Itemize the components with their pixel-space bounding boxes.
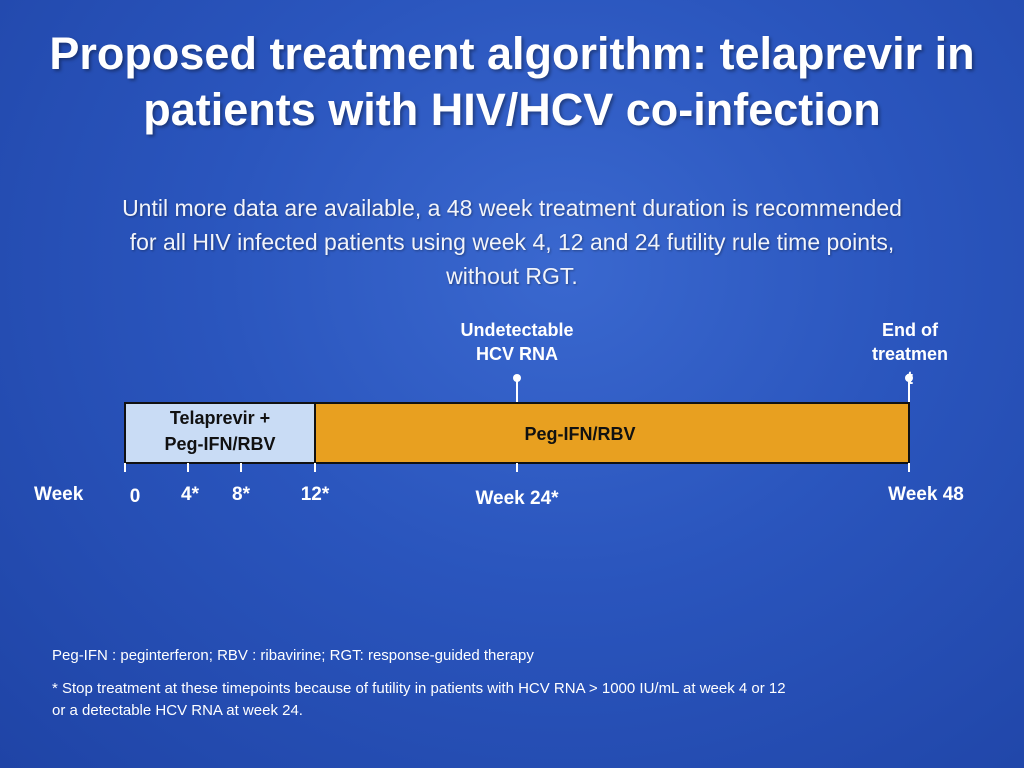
telaprevir-phase-label-line-2: Peg-IFN/RBV [164,434,275,454]
tick-label-12: 12* [301,484,330,505]
subtitle-line-3: without RGT. [446,263,578,289]
pegifn-phase-label: Peg-IFN/RBV [524,424,635,444]
tick-label-48: Week 48 [888,484,964,505]
undetectable-label-line-1: Undetectable [460,320,573,340]
undetectable-label-line-2: HCV RNA [476,344,558,364]
end-of-treatment-label-line-2: treatmen [872,344,948,364]
title-line-2: patients with HIV/HCV co-infection [143,84,881,135]
week-48-marker-dot [905,374,913,382]
end-of-treatment-label-line-1: End of [882,320,939,340]
abbreviations-footnote: Peg-IFN : peginterferon; RBV : ribavirin… [52,647,534,664]
subtitle-line-2: for all HIV infected patients using week… [129,229,895,255]
pegifn-phase-bar [314,402,910,464]
subtitle-line-1: Until more data are available, a 48 week… [122,195,902,221]
week-24-marker-dot [513,374,521,382]
tick-label-4: 4* [181,484,200,505]
slide-subtitle: Until more data are available, a 48 week… [40,191,984,293]
slide-title: Proposed treatment algorithm: telaprevir… [20,26,1004,138]
tick-label-24: Week 24* [475,488,559,509]
tick-label-0: 0 [130,486,141,507]
telaprevir-phase-label-line-1: Telaprevir + [170,408,270,428]
tick-label-8: 8* [232,484,251,505]
title-line-1: Proposed treatment algorithm: telaprevir… [49,28,975,79]
futility-footnote-line-2: or a detectable HCV RNA at week 24. [52,702,303,719]
axis-week-label: Week [34,484,84,505]
futility-footnote: * Stop treatment at these timepoints bec… [52,678,992,722]
futility-footnote-line-1: * Stop treatment at these timepoints bec… [52,680,786,697]
telaprevir-phase-bar [124,402,316,464]
timeline-axis-ticks [124,463,910,472]
